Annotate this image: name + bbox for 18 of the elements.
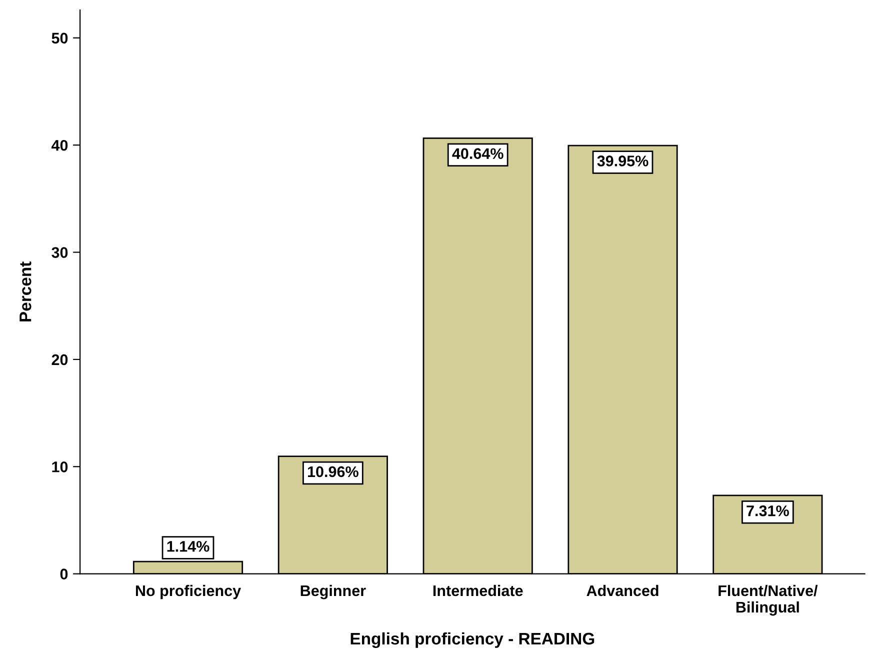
y-tick-label: 10	[52, 461, 68, 472]
x-tick-label: No proficiency	[136, 584, 241, 600]
data-label: 40.64%	[452, 148, 504, 159]
data-label: 39.95%	[597, 156, 648, 166]
x-tick-label: Fluent/Native/ Bilingual	[718, 584, 818, 616]
y-tick-label: 30	[52, 247, 68, 258]
data-label: 7.31%	[746, 505, 789, 516]
data-label: 1.14%	[167, 541, 210, 552]
y-tick-label: 40	[51, 140, 68, 151]
y-tick-label: 20	[52, 354, 68, 366]
x-tick-label: Intermediate	[433, 584, 523, 596]
x-axis-title: English proficiency - READING	[350, 632, 594, 648]
x-tick-label: Advanced	[586, 584, 658, 596]
data-label: 10.96%	[308, 466, 358, 478]
x-tick-label: Beginner	[300, 584, 366, 600]
y-axis-title: Percent	[20, 262, 32, 322]
y-tick-label: 0	[60, 568, 68, 580]
y-tick-label: 50	[52, 32, 68, 44]
